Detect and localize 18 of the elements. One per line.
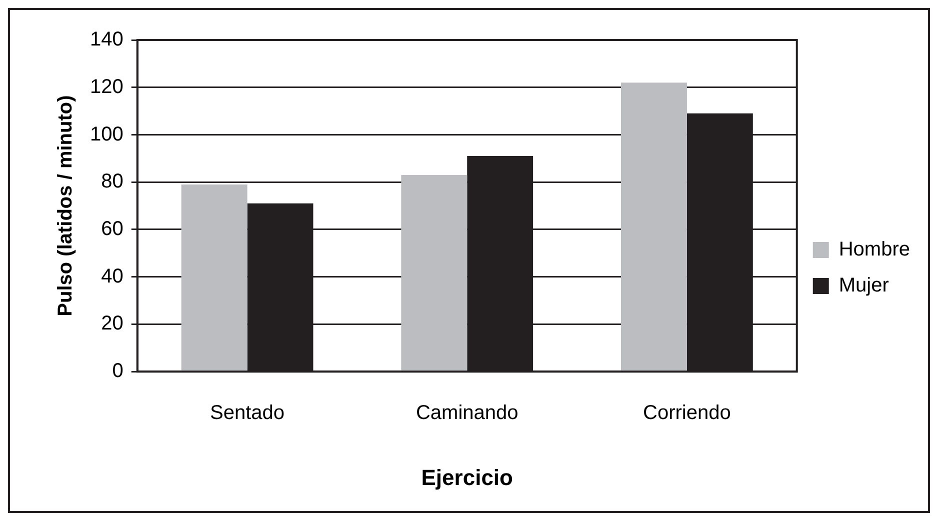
y-tick-label: 20 [101, 312, 124, 335]
bar [401, 175, 468, 371]
bar [621, 82, 687, 371]
bar [181, 184, 248, 371]
legend-label: Mujer [838, 274, 890, 297]
x-tick-label: Sentado [210, 402, 285, 424]
y-tick-label: 60 [101, 218, 124, 240]
y-tick-label: 140 [90, 28, 124, 51]
x-tick-label: Caminando [416, 402, 518, 424]
y-tick-label: 0 [112, 360, 124, 382]
y-axis-title: Pulso (latidos / minuto) [54, 95, 77, 316]
x-axis-title: Ejercicio [421, 464, 513, 490]
legend-label: Hombre [838, 238, 910, 261]
x-tick-label: Corriendo [643, 402, 731, 424]
y-tick-label: 120 [90, 76, 124, 98]
y-tick-label: 80 [101, 170, 124, 193]
y-tick-label: 40 [101, 265, 124, 288]
y-tick-label: 100 [90, 123, 124, 146]
